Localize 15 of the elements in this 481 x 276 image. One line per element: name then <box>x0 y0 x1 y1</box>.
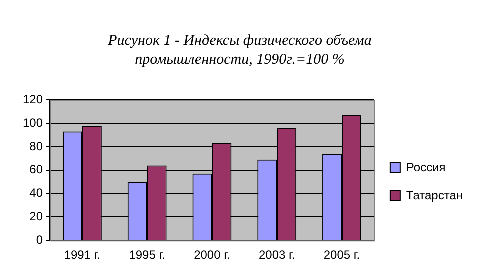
x-tick-label: 2000 г. <box>194 248 230 262</box>
y-tick-label: 80 <box>30 139 44 154</box>
y-tick-label: 40 <box>30 186 44 200</box>
x-tick-label: 2005 г. <box>324 248 360 262</box>
chart-title: Рисунок 1 - Индексы физического объема промышленности, 1990г.=100 % <box>107 32 373 70</box>
y-tick-label: 60 <box>30 162 44 177</box>
x-tick-label: 1995 г. <box>129 248 166 262</box>
x-tick-label: 1991 г. <box>64 248 101 262</box>
y-tick-label: 20 <box>30 210 44 224</box>
legend-label: Татарстан <box>406 188 464 202</box>
y-tick-label: 100 <box>22 116 44 130</box>
y-tick-label: 120 <box>22 92 44 107</box>
x-tick-label: 2003 г. <box>258 248 296 262</box>
y-tick-label: 0 <box>36 232 44 247</box>
legend-label: Россия <box>406 160 446 174</box>
